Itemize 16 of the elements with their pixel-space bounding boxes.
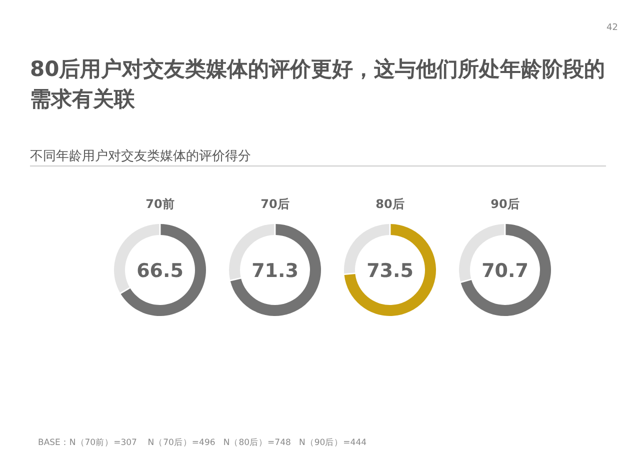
donut-slice — [230, 224, 321, 316]
text: 42 — [606, 23, 618, 33]
chart-title: 70前 — [146, 197, 174, 211]
chart-title: 90后 — [490, 197, 520, 211]
chart-title: 80后 — [376, 197, 404, 211]
data-label: 70.7 — [482, 260, 528, 282]
data-label: 66.5 — [136, 260, 184, 282]
text: 不同年龄用户对交友类媒体的评价得分 — [30, 148, 251, 164]
donut-slice — [460, 224, 551, 316]
text: BASE：N（70前）=307 N（70后）=496 N（80后）=748 N（90后）=444 — [38, 437, 367, 448]
data-label: 71.3 — [252, 260, 298, 282]
data-label: 73.5 — [366, 260, 414, 282]
text: 80后用户对交友类媒体的评价更好，这与他们所处年龄阶段的需求有关联 — [30, 57, 606, 111]
donut-slice — [344, 224, 436, 316]
chart-title: 70后 — [260, 197, 290, 211]
donut-slice — [120, 224, 206, 316]
